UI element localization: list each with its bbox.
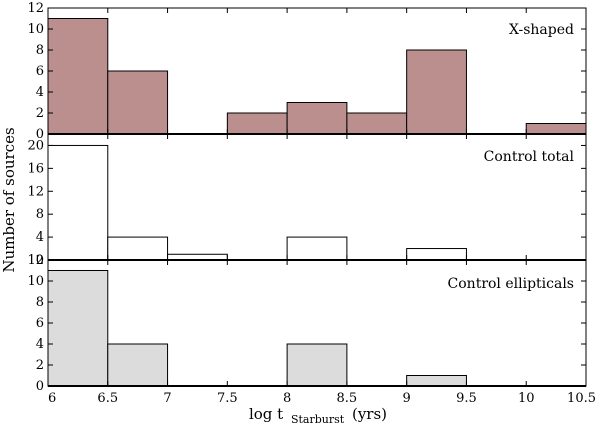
bar-panel1-bin6	[406, 248, 467, 261]
y-tick-label-panel0-2: 4	[36, 85, 44, 100]
x-tick-label-2: 7	[163, 391, 171, 406]
y-tick-label-panel0-3: 6	[36, 64, 44, 79]
bar-panel1-bin0	[47, 144, 109, 261]
bar-panel0-bin5	[346, 112, 408, 135]
bar-panel1-bin1	[107, 236, 169, 261]
x-axis-title-units: (yrs)	[352, 405, 387, 423]
bar-panel0-bin6	[406, 49, 467, 135]
panel-label-0: X-shaped	[509, 22, 574, 38]
x-tick-label-7: 9.5	[456, 391, 477, 406]
y-tick-label-panel2-6: 12	[27, 253, 44, 268]
panel-label-2: Control ellipticals	[448, 276, 574, 292]
x-axis-title-main: log t	[249, 405, 283, 423]
y-tick-label-panel1-0: 0	[36, 253, 44, 268]
panel-2: 0 2 4 6 8 10 12 Control ellipticals	[27, 253, 587, 394]
y-tick-label-panel2-4: 8	[36, 295, 44, 310]
y-tick-label-panel0-1: 2	[36, 106, 44, 121]
y-tick-label-panel0-6: 12	[27, 1, 44, 16]
y-tick-label-panel2-2: 4	[36, 337, 44, 352]
bar-panel2-bin0	[47, 270, 109, 387]
y-tick-label-panel0-5: 10	[27, 22, 44, 37]
bar-panel0-bin8	[525, 123, 587, 135]
bar-panel2-bin1	[107, 343, 169, 387]
x-tick-label-5: 8.5	[337, 391, 358, 406]
y-tick-label-panel2-3: 6	[36, 316, 44, 331]
x-axis-title-subscript: Starburst	[291, 413, 345, 426]
y-tick-label-panel1-4: 16	[27, 161, 44, 176]
panel-label-1: Control total	[484, 149, 575, 165]
panel-0: 0 2 4 6 8 10 12 X-shaped	[27, 1, 587, 142]
bar-panel2-bin6	[406, 375, 467, 387]
y-axis-title: Number of sources	[0, 127, 18, 272]
y-tick-label-panel1-1: 4	[36, 230, 44, 245]
y-tick-label-panel2-0: 0	[36, 379, 44, 394]
y-tick-label-panel1-3: 12	[27, 184, 44, 199]
x-tick-label-1: 6.5	[97, 391, 118, 406]
x-tick-label-4: 8	[283, 391, 291, 406]
bar-panel0-bin4	[286, 102, 348, 135]
panel-1: 0 4 8 12 16 20 Control total	[27, 133, 587, 268]
y-tick-label-panel0-4: 8	[36, 43, 44, 58]
y-tick-label-panel1-5: 20	[27, 138, 44, 153]
y-tick-label-panel2-5: 10	[27, 274, 44, 289]
y-tick-label-panel2-1: 2	[36, 358, 44, 373]
x-tick-label-3: 7.5	[217, 391, 238, 406]
bar-panel0-bin0	[47, 18, 109, 135]
x-tick-label-8: 10	[518, 391, 535, 406]
x-tick-label-0: 6	[48, 391, 56, 406]
bar-panel0-bin3	[226, 112, 288, 135]
bar-panel1-bin4	[286, 236, 348, 261]
y-tick-label-panel0-0: 0	[36, 127, 44, 142]
x-tick-label-6: 9	[403, 391, 411, 406]
x-tick-label-9: 10.5	[567, 391, 596, 406]
bar-panel0-bin1	[107, 70, 169, 135]
y-tick-label-panel1-2: 8	[36, 207, 44, 222]
bar-panel2-bin4	[286, 343, 348, 387]
x-axis-title: log t Starburst (yrs)	[249, 405, 387, 427]
